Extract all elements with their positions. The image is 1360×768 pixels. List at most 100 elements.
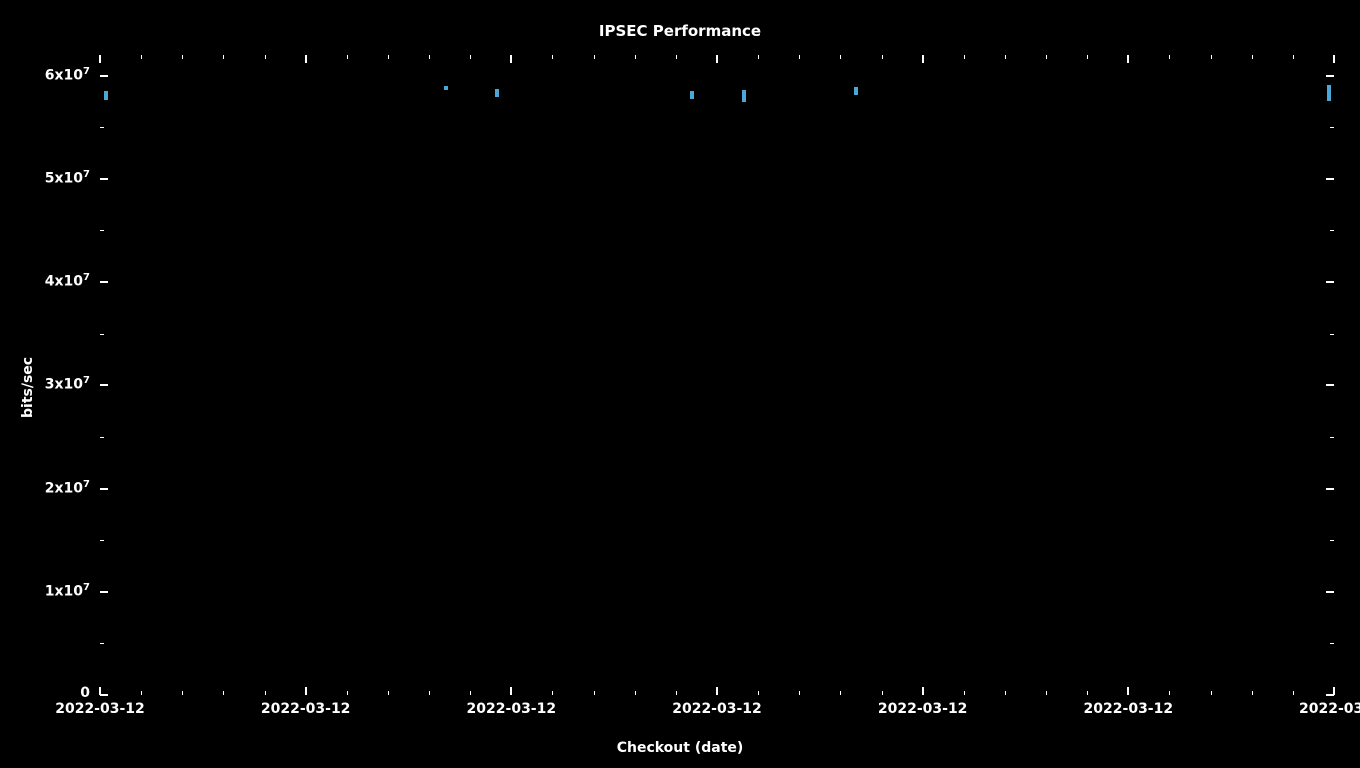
y-tick <box>100 591 108 593</box>
y-minor-tick <box>1330 437 1334 438</box>
y-tick-label: 5x107 <box>45 169 90 187</box>
y-minor-tick <box>1330 230 1334 231</box>
data-point <box>495 93 499 97</box>
x-tick-label: 2022-03-12 <box>55 701 145 717</box>
x-tick <box>305 55 307 63</box>
x-tick-label: 2022-03-12 <box>878 701 968 717</box>
y-minor-tick <box>1330 334 1334 335</box>
x-minor-tick <box>388 691 389 695</box>
x-minor-tick <box>265 55 266 59</box>
x-minor-tick <box>141 691 142 695</box>
y-minor-tick <box>100 643 104 644</box>
x-minor-tick <box>1211 691 1212 695</box>
x-tick <box>1127 687 1129 695</box>
x-minor-tick <box>635 55 636 59</box>
x-tick <box>716 55 718 63</box>
x-minor-tick <box>429 691 430 695</box>
x-minor-tick <box>799 55 800 59</box>
x-minor-tick <box>552 55 553 59</box>
x-tick <box>922 687 924 695</box>
y-tick <box>100 178 108 180</box>
x-tick-label: 2022-03-12 <box>672 701 762 717</box>
y-tick <box>1326 591 1334 593</box>
x-minor-tick <box>758 55 759 59</box>
data-point <box>742 98 746 102</box>
x-minor-tick <box>265 691 266 695</box>
chart-title: IPSEC Performance <box>0 22 1360 40</box>
x-tick <box>1333 687 1335 695</box>
plot-area <box>100 55 1334 695</box>
x-minor-tick <box>347 691 348 695</box>
x-axis-label: Checkout (date) <box>0 740 1360 756</box>
x-tick <box>716 687 718 695</box>
y-minor-tick <box>100 230 104 231</box>
y-tick-label: 4x107 <box>45 272 90 290</box>
x-minor-tick <box>1169 691 1170 695</box>
x-minor-tick <box>223 55 224 59</box>
x-tick-label: 2022-03-12 <box>261 701 351 717</box>
x-minor-tick <box>758 691 759 695</box>
y-tick <box>100 488 108 490</box>
x-minor-tick <box>1005 55 1006 59</box>
x-minor-tick <box>840 55 841 59</box>
y-tick-label: 6x107 <box>45 66 90 84</box>
x-tick <box>1127 55 1129 63</box>
y-minor-tick <box>100 540 104 541</box>
x-tick <box>1333 55 1335 63</box>
y-tick <box>100 384 108 386</box>
x-tick <box>922 55 924 63</box>
ipsec-performance-chart: IPSEC Performance bits/sec Checkout (dat… <box>0 0 1360 768</box>
y-axis-label: bits/sec <box>20 357 36 418</box>
x-tick <box>510 687 512 695</box>
x-minor-tick <box>182 691 183 695</box>
x-minor-tick <box>1087 691 1088 695</box>
y-tick <box>1326 384 1334 386</box>
x-minor-tick <box>388 55 389 59</box>
x-minor-tick <box>141 55 142 59</box>
y-tick <box>1326 75 1334 77</box>
data-point <box>104 96 108 100</box>
x-minor-tick <box>1293 691 1294 695</box>
y-minor-tick <box>100 334 104 335</box>
x-minor-tick <box>1211 55 1212 59</box>
x-minor-tick <box>882 55 883 59</box>
x-minor-tick <box>635 691 636 695</box>
y-tick <box>1326 178 1334 180</box>
y-minor-tick <box>100 127 104 128</box>
x-minor-tick <box>594 55 595 59</box>
y-tick-label: 0 <box>80 685 90 701</box>
y-tick <box>100 694 108 696</box>
x-minor-tick <box>1005 691 1006 695</box>
y-minor-tick <box>1330 643 1334 644</box>
x-minor-tick <box>1087 55 1088 59</box>
x-minor-tick <box>676 55 677 59</box>
y-tick <box>1326 488 1334 490</box>
x-minor-tick <box>1252 691 1253 695</box>
x-minor-tick <box>840 691 841 695</box>
x-tick <box>99 687 101 695</box>
x-minor-tick <box>964 691 965 695</box>
x-tick <box>99 55 101 63</box>
x-minor-tick <box>347 55 348 59</box>
y-minor-tick <box>100 437 104 438</box>
x-minor-tick <box>470 691 471 695</box>
x-minor-tick <box>429 55 430 59</box>
y-tick-label: 1x107 <box>45 582 90 600</box>
x-tick <box>510 55 512 63</box>
x-tick-label: 2022-03-12 <box>467 701 557 717</box>
x-tick-label: 2022-03-1 <box>1299 701 1360 717</box>
x-minor-tick <box>594 691 595 695</box>
x-tick-label: 2022-03-12 <box>1084 701 1174 717</box>
y-tick <box>100 281 108 283</box>
data-point <box>1327 97 1331 101</box>
x-minor-tick <box>1293 55 1294 59</box>
x-minor-tick <box>799 691 800 695</box>
x-minor-tick <box>182 55 183 59</box>
y-tick-label: 2x107 <box>45 479 90 497</box>
x-minor-tick <box>1169 55 1170 59</box>
y-minor-tick <box>1330 540 1334 541</box>
x-minor-tick <box>882 691 883 695</box>
y-tick <box>1326 281 1334 283</box>
x-tick <box>305 687 307 695</box>
x-minor-tick <box>1046 55 1047 59</box>
